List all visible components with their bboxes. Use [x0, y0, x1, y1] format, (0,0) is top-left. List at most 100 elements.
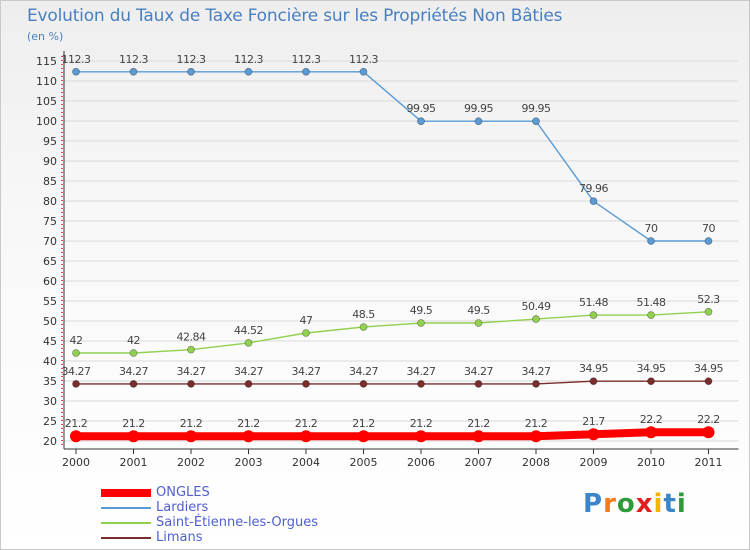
legend-label: ONGLES	[156, 485, 210, 500]
data-point-ongles	[185, 430, 197, 443]
logo-letter: x	[635, 489, 654, 519]
series-lines	[70, 67, 715, 443]
chart-unit-label: (en %)	[27, 30, 64, 43]
y-tick-label: 80	[43, 195, 57, 208]
y-tick-label: 110	[36, 75, 57, 88]
data-point-limans	[302, 380, 310, 388]
proxiti-logo: Proxiti	[583, 489, 687, 519]
data-point-lardiers	[474, 117, 483, 126]
data-point-limans	[647, 377, 655, 386]
data-label-ongles: 21.7	[582, 415, 605, 428]
data-point-saint-etienne-les-orgues	[647, 311, 655, 319]
data-label-limans: 34.27	[62, 365, 91, 378]
x-tick-label: 2009	[580, 456, 608, 469]
data-point-ongles	[702, 426, 715, 439]
y-tick-label: 115	[36, 55, 57, 68]
data-point-saint-etienne-les-orgues	[72, 349, 80, 357]
data-point-lardiers	[417, 117, 425, 126]
data-point-saint-etienne-les-orgues	[417, 319, 425, 327]
data-label-lardiers: 79.96	[579, 182, 608, 195]
chart-title: Evolution du Taux de Taxe Foncière sur l…	[27, 6, 563, 26]
data-label-saint-etienne-les-orgues: 42	[70, 334, 83, 347]
logo-letter: o	[616, 489, 636, 519]
data-label-saint-etienne-les-orgues: 49.5	[467, 304, 490, 317]
x-tick-label: 2006	[407, 456, 435, 469]
data-label-ongles: 21.2	[467, 417, 490, 430]
data-label-lardiers: 112.3	[349, 53, 378, 66]
data-point-lardiers	[359, 67, 368, 76]
data-point-ongles	[242, 430, 255, 443]
series-line-saint-etienne-les-orgues	[75, 311, 710, 354]
data-label-limans: 34.95	[637, 362, 666, 375]
data-label-lardiers: 70	[645, 222, 658, 235]
logo-letter: r	[603, 489, 617, 519]
data-point-lardiers	[244, 67, 253, 76]
data-label-lardiers: 112.3	[234, 53, 263, 66]
data-label-limans: 34.27	[464, 365, 493, 378]
data-label-lardiers: 112.3	[62, 53, 91, 66]
data-point-limans	[589, 377, 598, 386]
data-point-lardiers	[72, 67, 80, 76]
data-labels: 21.2 21.2 21.2 21.2 21.2 21.2 21.2 21.2 21.2 21.7…	[62, 53, 724, 430]
data-label-lardiers: 112.3	[177, 53, 206, 66]
data-label-saint-etienne-les-orgues: 48.5	[352, 308, 375, 321]
data-point-ongles	[70, 430, 82, 443]
legend-swatch	[101, 522, 151, 524]
legend-swatch	[101, 489, 151, 497]
data-label-ongles: 21.2	[180, 417, 203, 430]
data-point-saint-etienne-les-orgues	[187, 345, 195, 354]
data-point-saint-etienne-les-orgues	[244, 339, 253, 347]
logo-letter: P	[583, 489, 604, 519]
y-tick-label: 85	[43, 175, 57, 188]
data-label-saint-etienne-les-orgues: 50.49	[522, 300, 551, 313]
data-point-lardiers	[302, 67, 310, 76]
logo-letter: i	[676, 489, 687, 519]
data-label-lardiers: 112.3	[119, 53, 148, 66]
data-label-ongles: 21.2	[410, 417, 433, 430]
series-line-ongles	[72, 428, 713, 441]
data-point-limans	[129, 380, 138, 388]
y-tick-label: 75	[43, 215, 57, 228]
data-point-lardiers	[704, 237, 713, 245]
data-point-ongles	[645, 426, 657, 439]
x-tick-label: 2002	[177, 456, 205, 469]
data-label-ongles: 22.2	[697, 413, 720, 426]
data-point-ongles	[357, 430, 370, 443]
series-line-limans	[75, 380, 710, 385]
data-point-limans	[72, 380, 80, 388]
data-label-ongles: 21.2	[122, 417, 145, 430]
data-label-limans: 34.27	[119, 365, 148, 378]
x-tick-label: 2000	[62, 456, 90, 469]
y-tick-label: 20	[43, 435, 57, 448]
data-point-limans	[474, 380, 483, 388]
data-label-lardiers: 99.95	[407, 102, 436, 115]
y-tick-label: 95	[43, 135, 57, 148]
y-tick-label: 30	[43, 395, 57, 408]
data-label-ongles: 21.2	[352, 417, 375, 430]
y-tick-label: 55	[43, 295, 57, 308]
data-point-saint-etienne-les-orgues	[589, 311, 598, 319]
data-label-lardiers: 99.95	[464, 102, 493, 115]
y-tick-label: 40	[43, 355, 57, 368]
x-tick-label: 2010	[637, 456, 665, 469]
legend-label: Lardiers	[156, 500, 209, 515]
x-tick-label: 2011	[695, 456, 723, 469]
y-tick-label: 45	[43, 335, 57, 348]
data-label-lardiers: 99.95	[522, 102, 551, 115]
y-tick-label: 25	[43, 415, 57, 428]
x-tick-label: 2004	[292, 456, 320, 469]
data-label-lardiers: 112.3	[292, 53, 321, 66]
data-label-ongles: 21.2	[295, 417, 318, 430]
data-point-lardiers	[532, 117, 540, 126]
data-label-saint-etienne-les-orgues: 47	[300, 314, 313, 327]
data-point-ongles	[587, 428, 600, 441]
x-tick-label: 2008	[522, 456, 550, 469]
data-label-saint-etienne-les-orgues: 52.3	[697, 293, 720, 306]
axes: 20 25 30 35 40 45 50 55 60 65 70 75 80 85 90 95 100 105 11…	[36, 51, 739, 469]
data-point-saint-etienne-les-orgues	[302, 329, 310, 337]
data-point-saint-etienne-les-orgues	[129, 349, 138, 357]
data-point-lardiers	[589, 197, 598, 206]
logo-letter: t	[663, 489, 677, 519]
